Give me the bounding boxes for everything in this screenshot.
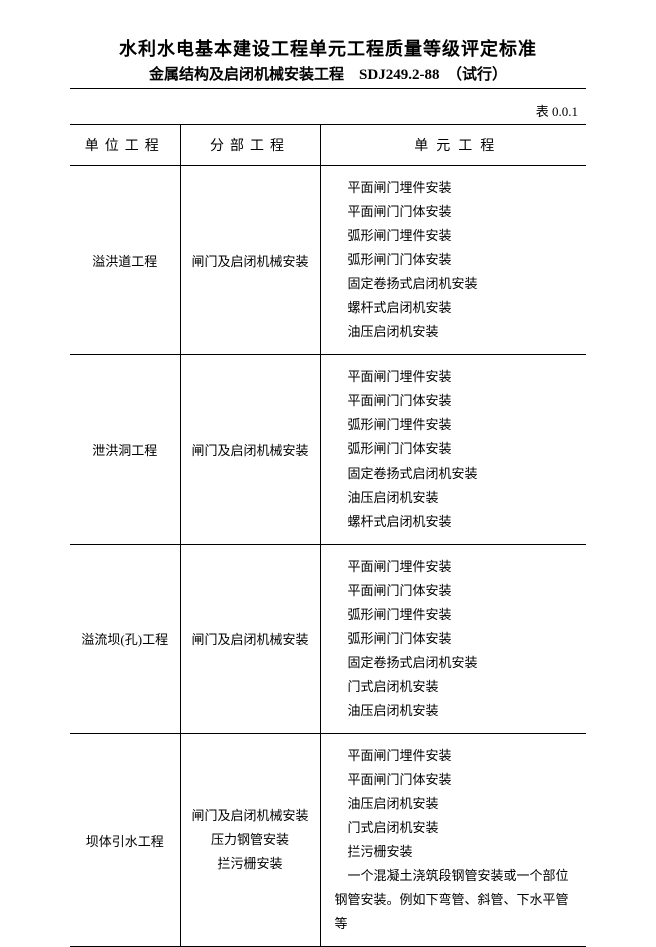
table-header-row: 单位工程 分部工程 单元工程 [70,125,586,166]
cell-unit: 泄洪洞工程 [70,355,180,544]
element-item: 平面闸门埋件安装 [335,176,579,200]
cell-unit: 溢洪道工程 [70,166,180,355]
element-item: 固定卷扬式启闭机安装 [335,462,579,486]
table-row: 溢流坝(孔)工程闸门及启闭机械安装平面闸门埋件安装平面闸门门体安装弧形闸门埋件安… [70,544,586,733]
element-item: 一个混凝土浇筑段钢管安装或一个部位钢管安装。例如下弯管、斜管、下水平管等 [335,864,579,936]
cell-section: 闸门及启闭机械安装 [180,544,320,733]
element-item: 螺杆式启闭机安装 [335,296,579,320]
element-item: 弧形闸门埋件安装 [335,413,579,437]
element-item: 弧形闸门门体安装 [335,248,579,272]
table-number: 表 0.0.1 [70,101,586,120]
element-item: 平面闸门门体安装 [335,768,579,792]
element-item: 平面闸门埋件安装 [335,555,579,579]
element-item: 油压启闭机安装 [335,792,579,816]
element-item: 油压启闭机安装 [335,699,579,723]
cell-section: 闸门及启闭机械安装 [180,355,320,544]
element-item: 弧形闸门埋件安装 [335,224,579,248]
element-item: 弧形闸门埋件安装 [335,603,579,627]
element-item: 平面闸门埋件安装 [335,365,579,389]
element-item: 油压启闭机安装 [335,320,579,344]
table-row: 溢洪道工程闸门及启闭机械安装平面闸门埋件安装平面闸门门体安装弧形闸门埋件安装弧形… [70,166,586,355]
cell-elements: 平面闸门埋件安装平面闸门门体安装油压启闭机安装门式启闭机安装拦污栅安装一个混凝土… [320,733,586,946]
standards-table: 单位工程 分部工程 单元工程 溢洪道工程闸门及启闭机械安装平面闸门埋件安装平面闸… [70,124,586,947]
col-header-section: 分部工程 [180,125,320,166]
element-item: 平面闸门门体安装 [335,389,579,413]
element-item: 螺杆式启闭机安装 [335,510,579,534]
cell-section: 闸门及启闭机械安装压力钢管安装拦污栅安装 [180,733,320,946]
element-item: 平面闸门门体安装 [335,200,579,224]
cell-elements: 平面闸门埋件安装平面闸门门体安装弧形闸门埋件安装弧形闸门门体安装固定卷扬式启闭机… [320,166,586,355]
element-item: 弧形闸门门体安装 [335,627,579,651]
element-item: 弧形闸门门体安装 [335,437,579,461]
table-row: 泄洪洞工程闸门及启闭机械安装平面闸门埋件安装平面闸门门体安装弧形闸门埋件安装弧形… [70,355,586,544]
col-header-unit: 单位工程 [70,125,180,166]
element-item: 门式启闭机安装 [335,816,579,840]
title-sub: 金属结构及启闭机械安装工程 SDJ249.2-88 （试行） [70,63,586,89]
cell-elements: 平面闸门埋件安装平面闸门门体安装弧形闸门埋件安装弧形闸门门体安装固定卷扬式启闭机… [320,544,586,733]
element-item: 拦污栅安装 [335,840,579,864]
element-item: 固定卷扬式启闭机安装 [335,272,579,296]
cell-unit: 坝体引水工程 [70,733,180,946]
element-item: 平面闸门门体安装 [335,579,579,603]
cell-unit: 溢流坝(孔)工程 [70,544,180,733]
element-item: 平面闸门埋件安装 [335,744,579,768]
element-item: 门式启闭机安装 [335,675,579,699]
table-row: 坝体引水工程闸门及启闭机械安装压力钢管安装拦污栅安装平面闸门埋件安装平面闸门门体… [70,733,586,946]
table-body: 溢洪道工程闸门及启闭机械安装平面闸门埋件安装平面闸门门体安装弧形闸门埋件安装弧形… [70,166,586,947]
title-main: 水利水电基本建设工程单元工程质量等级评定标准 [70,35,586,61]
cell-section: 闸门及启闭机械安装 [180,166,320,355]
col-header-element: 单元工程 [320,125,586,166]
cell-elements: 平面闸门埋件安装平面闸门门体安装弧形闸门埋件安装弧形闸门门体安装固定卷扬式启闭机… [320,355,586,544]
element-item: 固定卷扬式启闭机安装 [335,651,579,675]
element-item: 油压启闭机安装 [335,486,579,510]
